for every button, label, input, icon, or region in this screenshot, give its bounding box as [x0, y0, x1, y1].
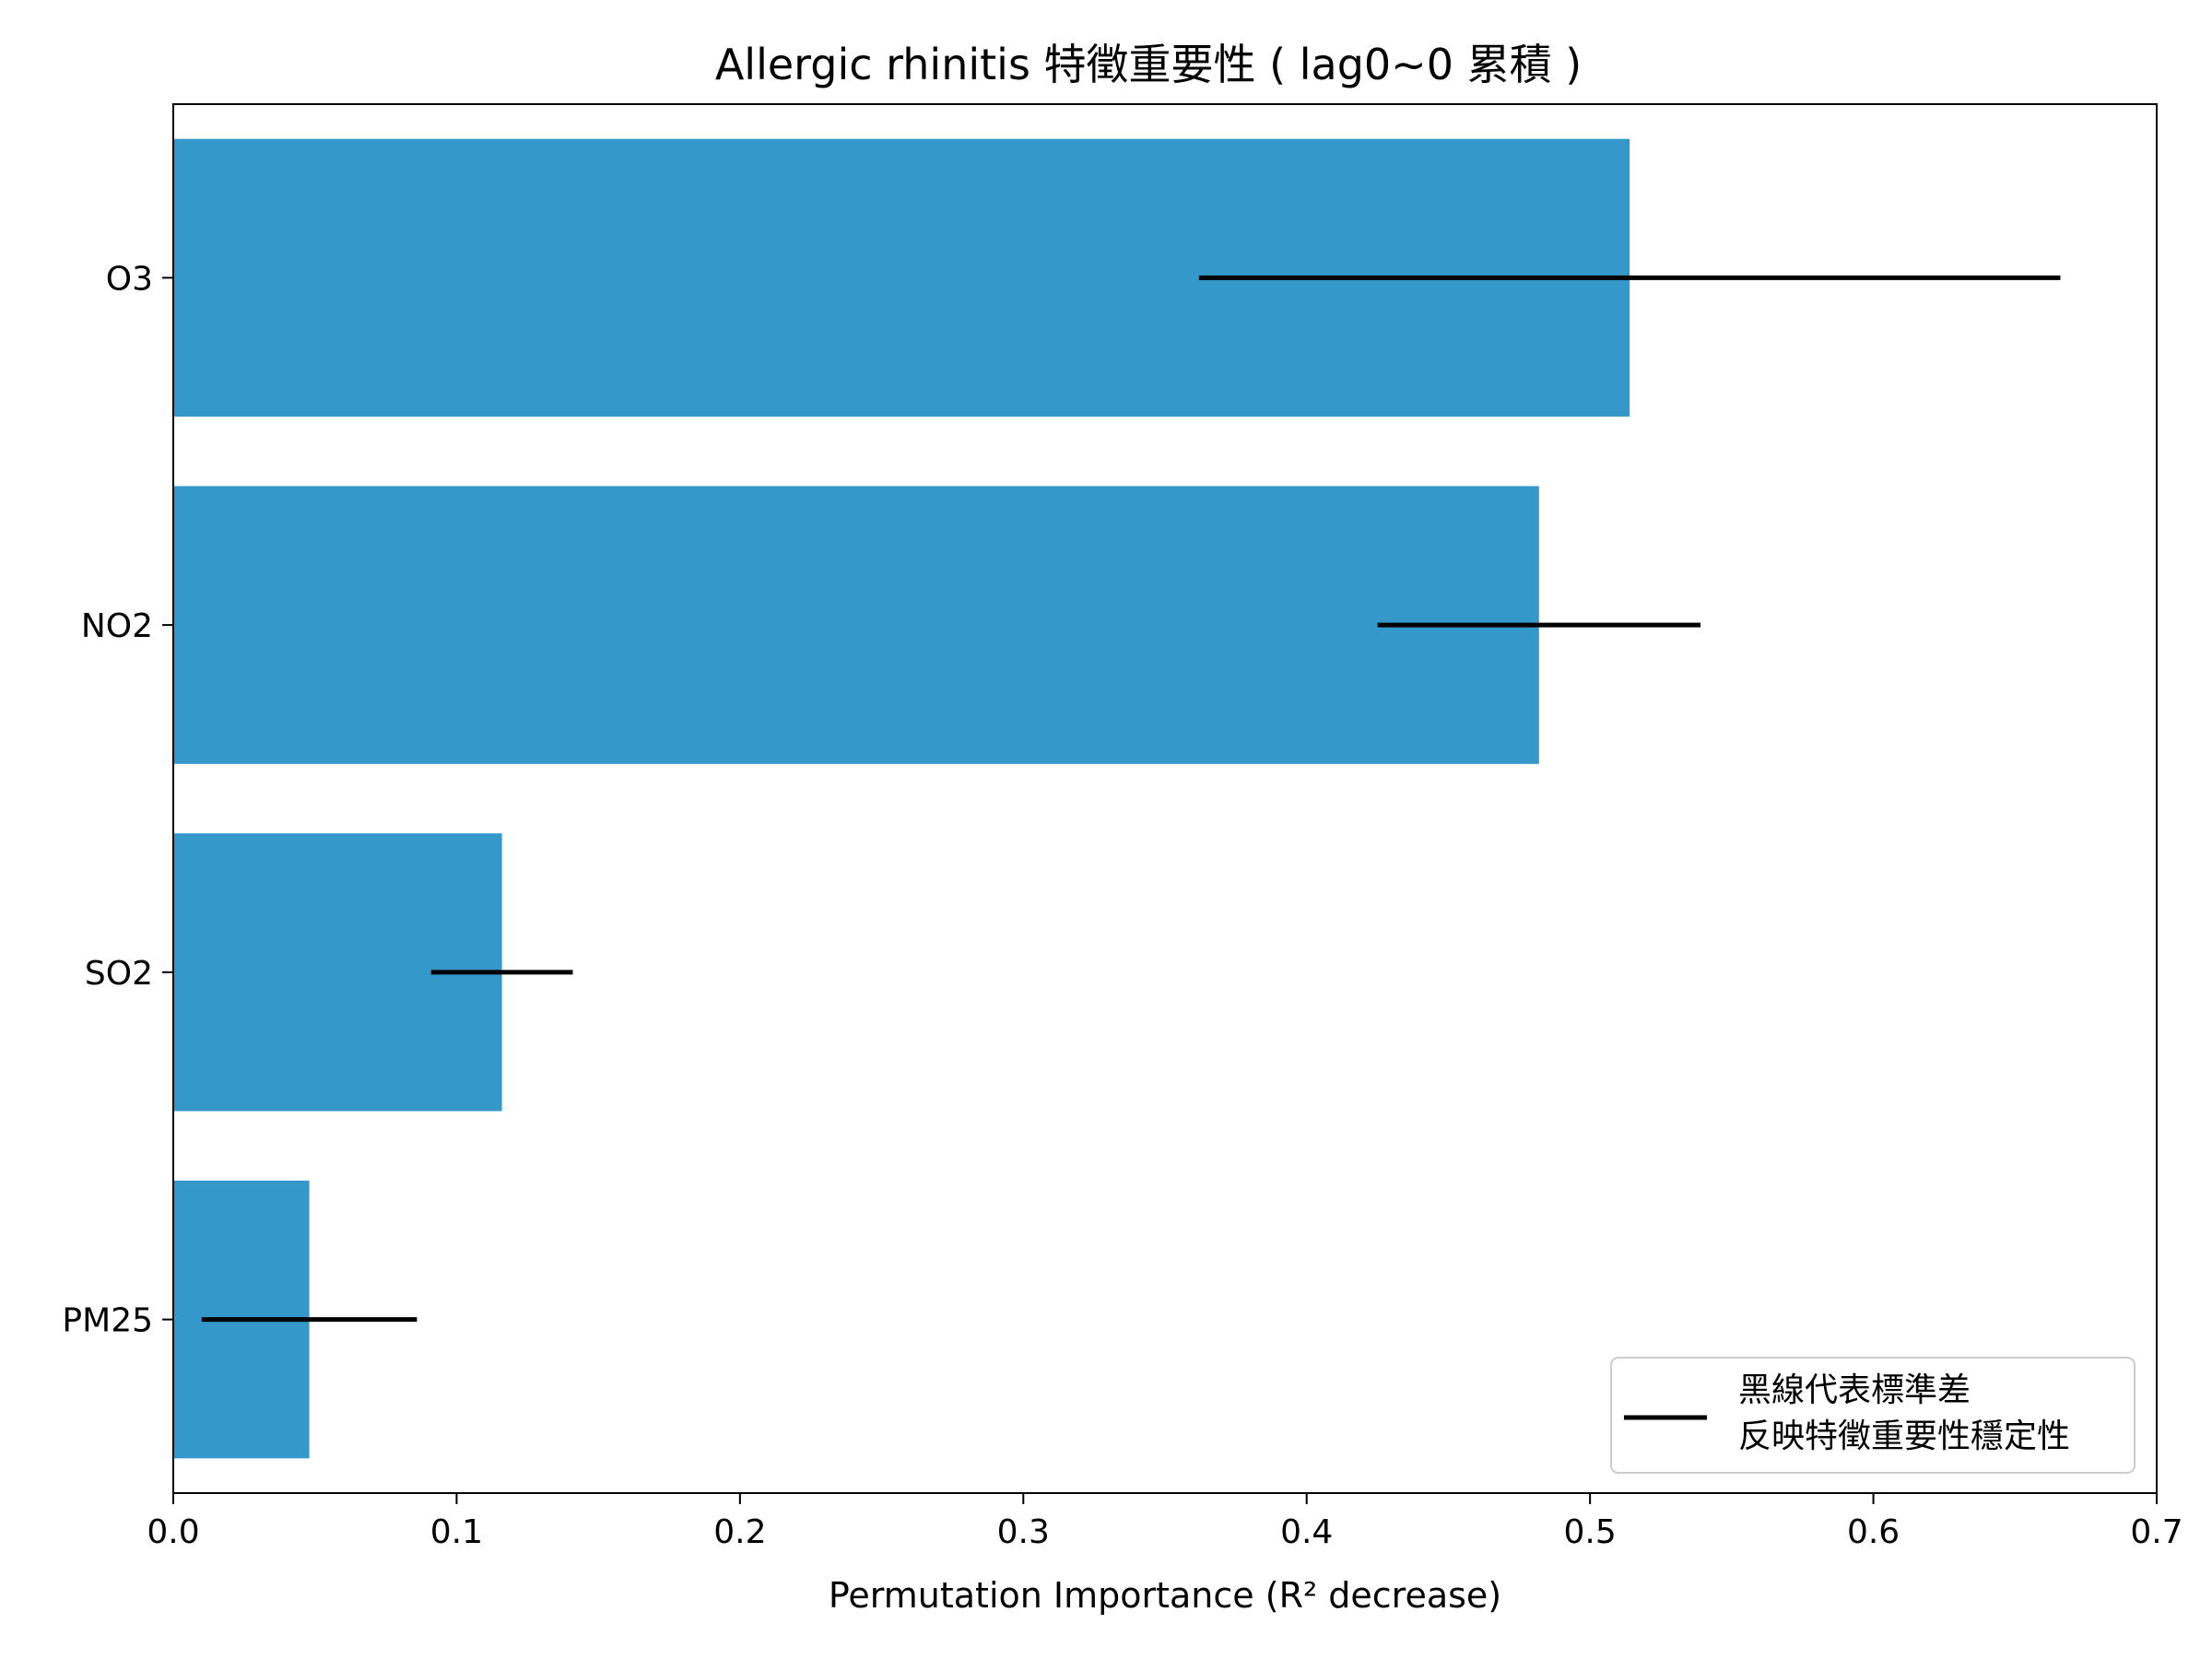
y-tick-label-no2: NO2 — [81, 607, 153, 645]
y-axis-ticks: O3 NO2 SO2 PM25 — [62, 260, 173, 1340]
x-tick-label-6: 0.6 — [1847, 1513, 1900, 1551]
x-tick-label-1: 0.1 — [430, 1513, 483, 1551]
legend-text-line2: 反映特徵重要性穩定性 — [1738, 1418, 2070, 1455]
y-tick-label-pm25: PM25 — [62, 1302, 153, 1340]
y-tick-label-o3: O3 — [106, 260, 153, 298]
legend-box — [1610, 1357, 2136, 1474]
legend: 黑線代表標準差 反映特徵重要性穩定性 — [1610, 1357, 2136, 1474]
legend-text-line1: 黑線代表標準差 — [1738, 1371, 1971, 1409]
x-tick-label-5: 0.5 — [1564, 1513, 1617, 1551]
y-tick-label-so2: SO2 — [85, 955, 153, 993]
x-axis-ticks: 0.0 0.1 0.2 0.3 0.4 0.5 0.6 0.7 — [147, 1493, 2183, 1551]
x-tick-label-7: 0.7 — [2130, 1513, 2183, 1551]
plot-frame — [172, 103, 2158, 1494]
x-tick-label-2: 0.2 — [713, 1513, 766, 1551]
x-tick-label-4: 0.4 — [1280, 1513, 1333, 1551]
bar-no2 — [173, 486, 1539, 764]
x-tick-label-3: 0.3 — [997, 1513, 1050, 1551]
chart-title: Allergic rhinitis 特徵重要性 ( lag0~0 累積 ) — [715, 40, 1582, 89]
x-axis-label: Permutation Importance (R² decrease) — [829, 1575, 1501, 1616]
error-bars-layer — [201, 275, 2061, 1323]
x-tick-label-0: 0.0 — [147, 1513, 199, 1551]
